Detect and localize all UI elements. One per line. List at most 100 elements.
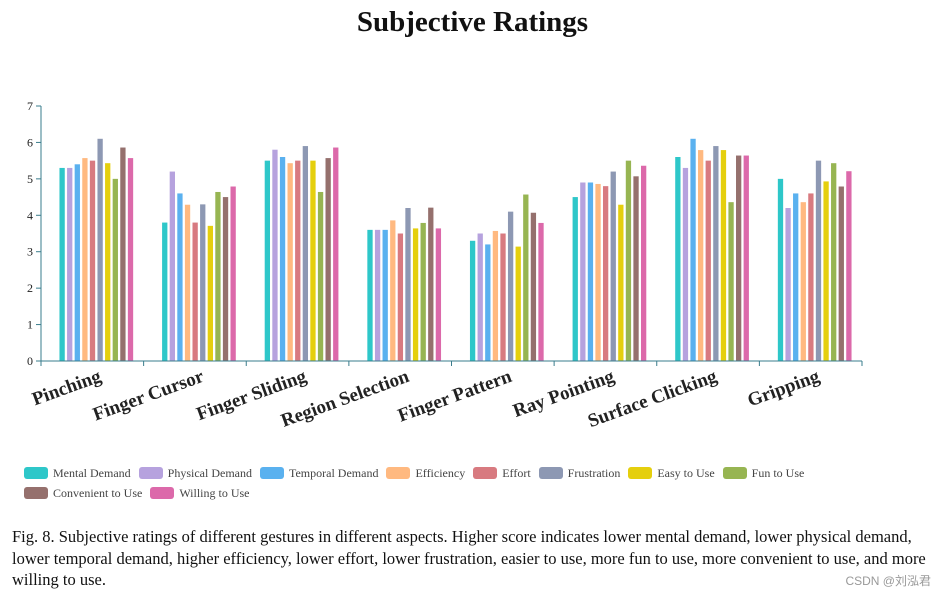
- bar-finger-pattern-efficiency[interactable]: [492, 230, 499, 361]
- bar-pinching-mental-demand[interactable]: [59, 167, 65, 361]
- bar-gripping-convenient-to-use[interactable]: [838, 186, 844, 361]
- bar-ray-pointing-fun-to-use[interactable]: [625, 160, 632, 361]
- legend-item[interactable]: Easy to Use: [628, 466, 715, 480]
- legend-swatch: [386, 467, 411, 479]
- bar-region-selection-frustration[interactable]: [405, 208, 411, 361]
- legend-item[interactable]: Temporal Demand: [259, 466, 378, 480]
- bar-surface-clicking-temporal-demand[interactable]: [690, 138, 696, 361]
- bar-finger-pattern-temporal-demand[interactable]: [485, 244, 491, 361]
- bar-finger-cursor-mental-demand[interactable]: [162, 222, 168, 361]
- legend-label: Efficiency: [415, 465, 466, 480]
- bar-finger-cursor-easy-to-use[interactable]: [207, 225, 213, 361]
- bar-pinching-convenient-to-use[interactable]: [120, 147, 126, 361]
- bar-finger-cursor-temporal-demand[interactable]: [177, 193, 183, 361]
- bar-ray-pointing-frustration[interactable]: [610, 171, 616, 361]
- bar-surface-clicking-efficiency[interactable]: [698, 150, 704, 361]
- bar-region-selection-effort[interactable]: [397, 233, 404, 362]
- bar-finger-sliding-frustration[interactable]: [302, 146, 309, 361]
- legend-swatch: [538, 467, 563, 479]
- bar-finger-cursor-willing-to-use[interactable]: [230, 186, 236, 361]
- bar-surface-clicking-fun-to-use[interactable]: [728, 202, 734, 361]
- legend-label: Willing to Use: [179, 485, 250, 500]
- bar-finger-cursor-physical-demand[interactable]: [169, 171, 175, 361]
- bar-pinching-willing-to-use[interactable]: [127, 158, 134, 361]
- bar-finger-cursor-frustration[interactable]: [200, 204, 206, 361]
- bar-gripping-effort[interactable]: [808, 193, 814, 361]
- legend-item[interactable]: Frustration: [538, 466, 620, 480]
- y-tick-label: 2: [27, 281, 33, 295]
- bar-region-selection-convenient-to-use[interactable]: [428, 207, 434, 361]
- legend-item[interactable]: Willing to Use: [150, 485, 250, 500]
- bar-surface-clicking-willing-to-use[interactable]: [743, 155, 749, 361]
- bar-gripping-physical-demand[interactable]: [785, 208, 791, 361]
- bar-finger-sliding-willing-to-use[interactable]: [333, 147, 339, 361]
- bar-pinching-efficiency[interactable]: [82, 158, 88, 361]
- bar-finger-pattern-mental-demand[interactable]: [469, 240, 476, 361]
- legend-item[interactable]: Mental Demand: [24, 466, 131, 480]
- bar-gripping-willing-to-use[interactable]: [846, 171, 852, 361]
- bar-pinching-easy-to-use[interactable]: [105, 163, 111, 361]
- bar-pinching-fun-to-use[interactable]: [112, 178, 118, 361]
- bar-finger-cursor-convenient-to-use[interactable]: [222, 197, 229, 361]
- bar-finger-cursor-effort[interactable]: [192, 222, 198, 361]
- bar-finger-sliding-fun-to-use[interactable]: [317, 191, 324, 361]
- bar-finger-pattern-effort[interactable]: [500, 233, 506, 362]
- bar-pinching-temporal-demand[interactable]: [74, 164, 80, 361]
- bar-gripping-frustration[interactable]: [815, 160, 822, 361]
- bar-gripping-fun-to-use[interactable]: [831, 163, 837, 361]
- bar-finger-sliding-convenient-to-use[interactable]: [325, 158, 331, 361]
- bar-surface-clicking-mental-demand[interactable]: [675, 157, 681, 361]
- bar-surface-clicking-physical-demand[interactable]: [682, 167, 689, 361]
- bar-surface-clicking-easy-to-use[interactable]: [720, 150, 727, 361]
- bar-finger-pattern-fun-to-use[interactable]: [523, 194, 529, 361]
- bar-finger-pattern-convenient-to-use[interactable]: [530, 212, 537, 361]
- bar-finger-sliding-efficiency[interactable]: [287, 163, 293, 361]
- legend-swatch: [473, 467, 498, 479]
- bar-region-selection-efficiency[interactable]: [390, 220, 396, 361]
- bar-finger-sliding-temporal-demand[interactable]: [279, 157, 286, 361]
- bar-ray-pointing-easy-to-use[interactable]: [618, 204, 624, 361]
- legend-label: Mental Demand: [53, 465, 131, 480]
- bar-region-selection-physical-demand[interactable]: [374, 229, 381, 361]
- bar-finger-sliding-mental-demand[interactable]: [264, 160, 271, 361]
- bar-surface-clicking-effort[interactable]: [705, 160, 711, 361]
- bar-ray-pointing-convenient-to-use[interactable]: [633, 176, 639, 361]
- bar-finger-pattern-frustration[interactable]: [507, 211, 514, 361]
- bar-gripping-temporal-demand[interactable]: [793, 193, 799, 361]
- bar-ray-pointing-effort[interactable]: [602, 186, 609, 361]
- bar-surface-clicking-frustration[interactable]: [713, 146, 719, 361]
- legend-item[interactable]: Effort: [473, 466, 531, 480]
- bar-finger-pattern-easy-to-use[interactable]: [515, 246, 521, 361]
- legend-item[interactable]: Convenient to Use: [24, 486, 142, 500]
- bar-gripping-easy-to-use[interactable]: [823, 181, 829, 361]
- bar-gripping-mental-demand[interactable]: [777, 178, 784, 361]
- bar-pinching-effort[interactable]: [89, 160, 96, 361]
- bar-finger-sliding-physical-demand[interactable]: [272, 149, 278, 361]
- legend-item[interactable]: Efficiency: [386, 466, 465, 480]
- y-tick-label: 5: [27, 172, 33, 186]
- bar-surface-clicking-convenient-to-use[interactable]: [736, 155, 742, 361]
- bar-region-selection-fun-to-use[interactable]: [420, 222, 426, 361]
- bar-ray-pointing-efficiency[interactable]: [595, 183, 601, 361]
- bar-ray-pointing-mental-demand[interactable]: [572, 197, 578, 361]
- bar-finger-sliding-easy-to-use[interactable]: [310, 160, 316, 361]
- bar-region-selection-willing-to-use[interactable]: [435, 228, 442, 361]
- bar-region-selection-mental-demand[interactable]: [367, 229, 373, 361]
- bar-gripping-efficiency[interactable]: [800, 202, 806, 361]
- bar-finger-cursor-efficiency[interactable]: [184, 204, 191, 361]
- bar-region-selection-temporal-demand[interactable]: [382, 229, 388, 361]
- bar-ray-pointing-physical-demand[interactable]: [580, 182, 586, 362]
- bar-ray-pointing-willing-to-use[interactable]: [640, 165, 647, 361]
- y-tick-label: 6: [27, 135, 33, 149]
- bar-finger-cursor-fun-to-use[interactable]: [215, 191, 221, 361]
- bar-finger-sliding-effort[interactable]: [295, 160, 301, 361]
- legend-item[interactable]: Physical Demand: [138, 466, 252, 480]
- bar-ray-pointing-temporal-demand[interactable]: [587, 182, 594, 362]
- bar-pinching-frustration[interactable]: [97, 138, 103, 361]
- bar-region-selection-easy-to-use[interactable]: [412, 228, 419, 361]
- y-tick-label: 7: [27, 99, 33, 113]
- bar-finger-pattern-willing-to-use[interactable]: [538, 222, 544, 361]
- bar-finger-pattern-physical-demand[interactable]: [477, 233, 483, 362]
- legend-item[interactable]: Fun to Use: [722, 466, 804, 480]
- bar-pinching-physical-demand[interactable]: [67, 167, 73, 361]
